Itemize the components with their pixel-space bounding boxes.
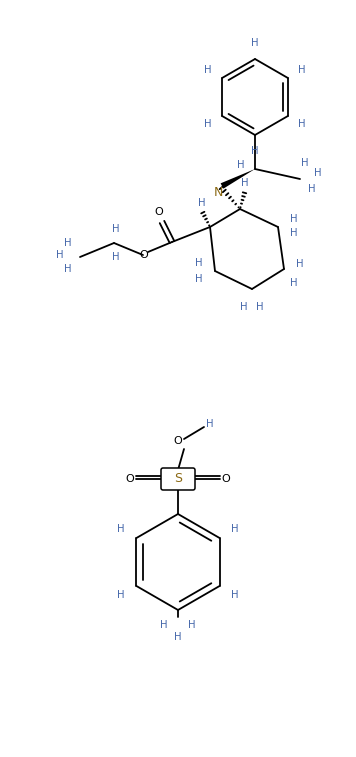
Text: H: H	[296, 259, 304, 269]
Text: H: H	[117, 524, 125, 534]
Text: H: H	[308, 184, 316, 194]
Text: H: H	[290, 278, 298, 288]
Text: H: H	[206, 419, 214, 429]
Text: H: H	[251, 146, 259, 156]
Text: H: H	[64, 238, 72, 248]
Text: O: O	[222, 474, 230, 484]
Text: H: H	[256, 302, 264, 312]
Text: H: H	[314, 168, 322, 178]
Text: H: H	[198, 198, 206, 208]
Text: H: H	[241, 178, 249, 188]
Text: H: H	[251, 38, 259, 48]
Polygon shape	[221, 169, 255, 188]
Text: H: H	[195, 274, 203, 284]
Text: H: H	[290, 228, 298, 238]
Text: O: O	[155, 207, 163, 217]
Text: H: H	[240, 302, 248, 312]
Text: H: H	[231, 524, 239, 534]
Text: H: H	[64, 264, 72, 274]
Text: H: H	[204, 65, 212, 75]
FancyBboxPatch shape	[161, 468, 195, 490]
Text: H: H	[174, 632, 182, 642]
Text: H: H	[204, 119, 212, 129]
Text: H: H	[231, 590, 239, 600]
Text: O: O	[174, 436, 182, 446]
Text: H: H	[160, 620, 168, 630]
Text: H: H	[56, 250, 64, 260]
Text: H: H	[290, 214, 298, 224]
Text: O: O	[140, 250, 148, 260]
Text: H: H	[298, 119, 305, 129]
Text: N: N	[213, 185, 223, 198]
Text: H: H	[112, 252, 120, 262]
Text: S: S	[174, 472, 182, 485]
Text: H: H	[298, 65, 305, 75]
Text: H: H	[237, 160, 245, 170]
Text: O: O	[126, 474, 134, 484]
Text: H: H	[117, 590, 125, 600]
Text: H: H	[188, 620, 196, 630]
Text: H: H	[112, 224, 120, 234]
Text: H: H	[301, 158, 309, 168]
Text: H: H	[195, 258, 203, 268]
